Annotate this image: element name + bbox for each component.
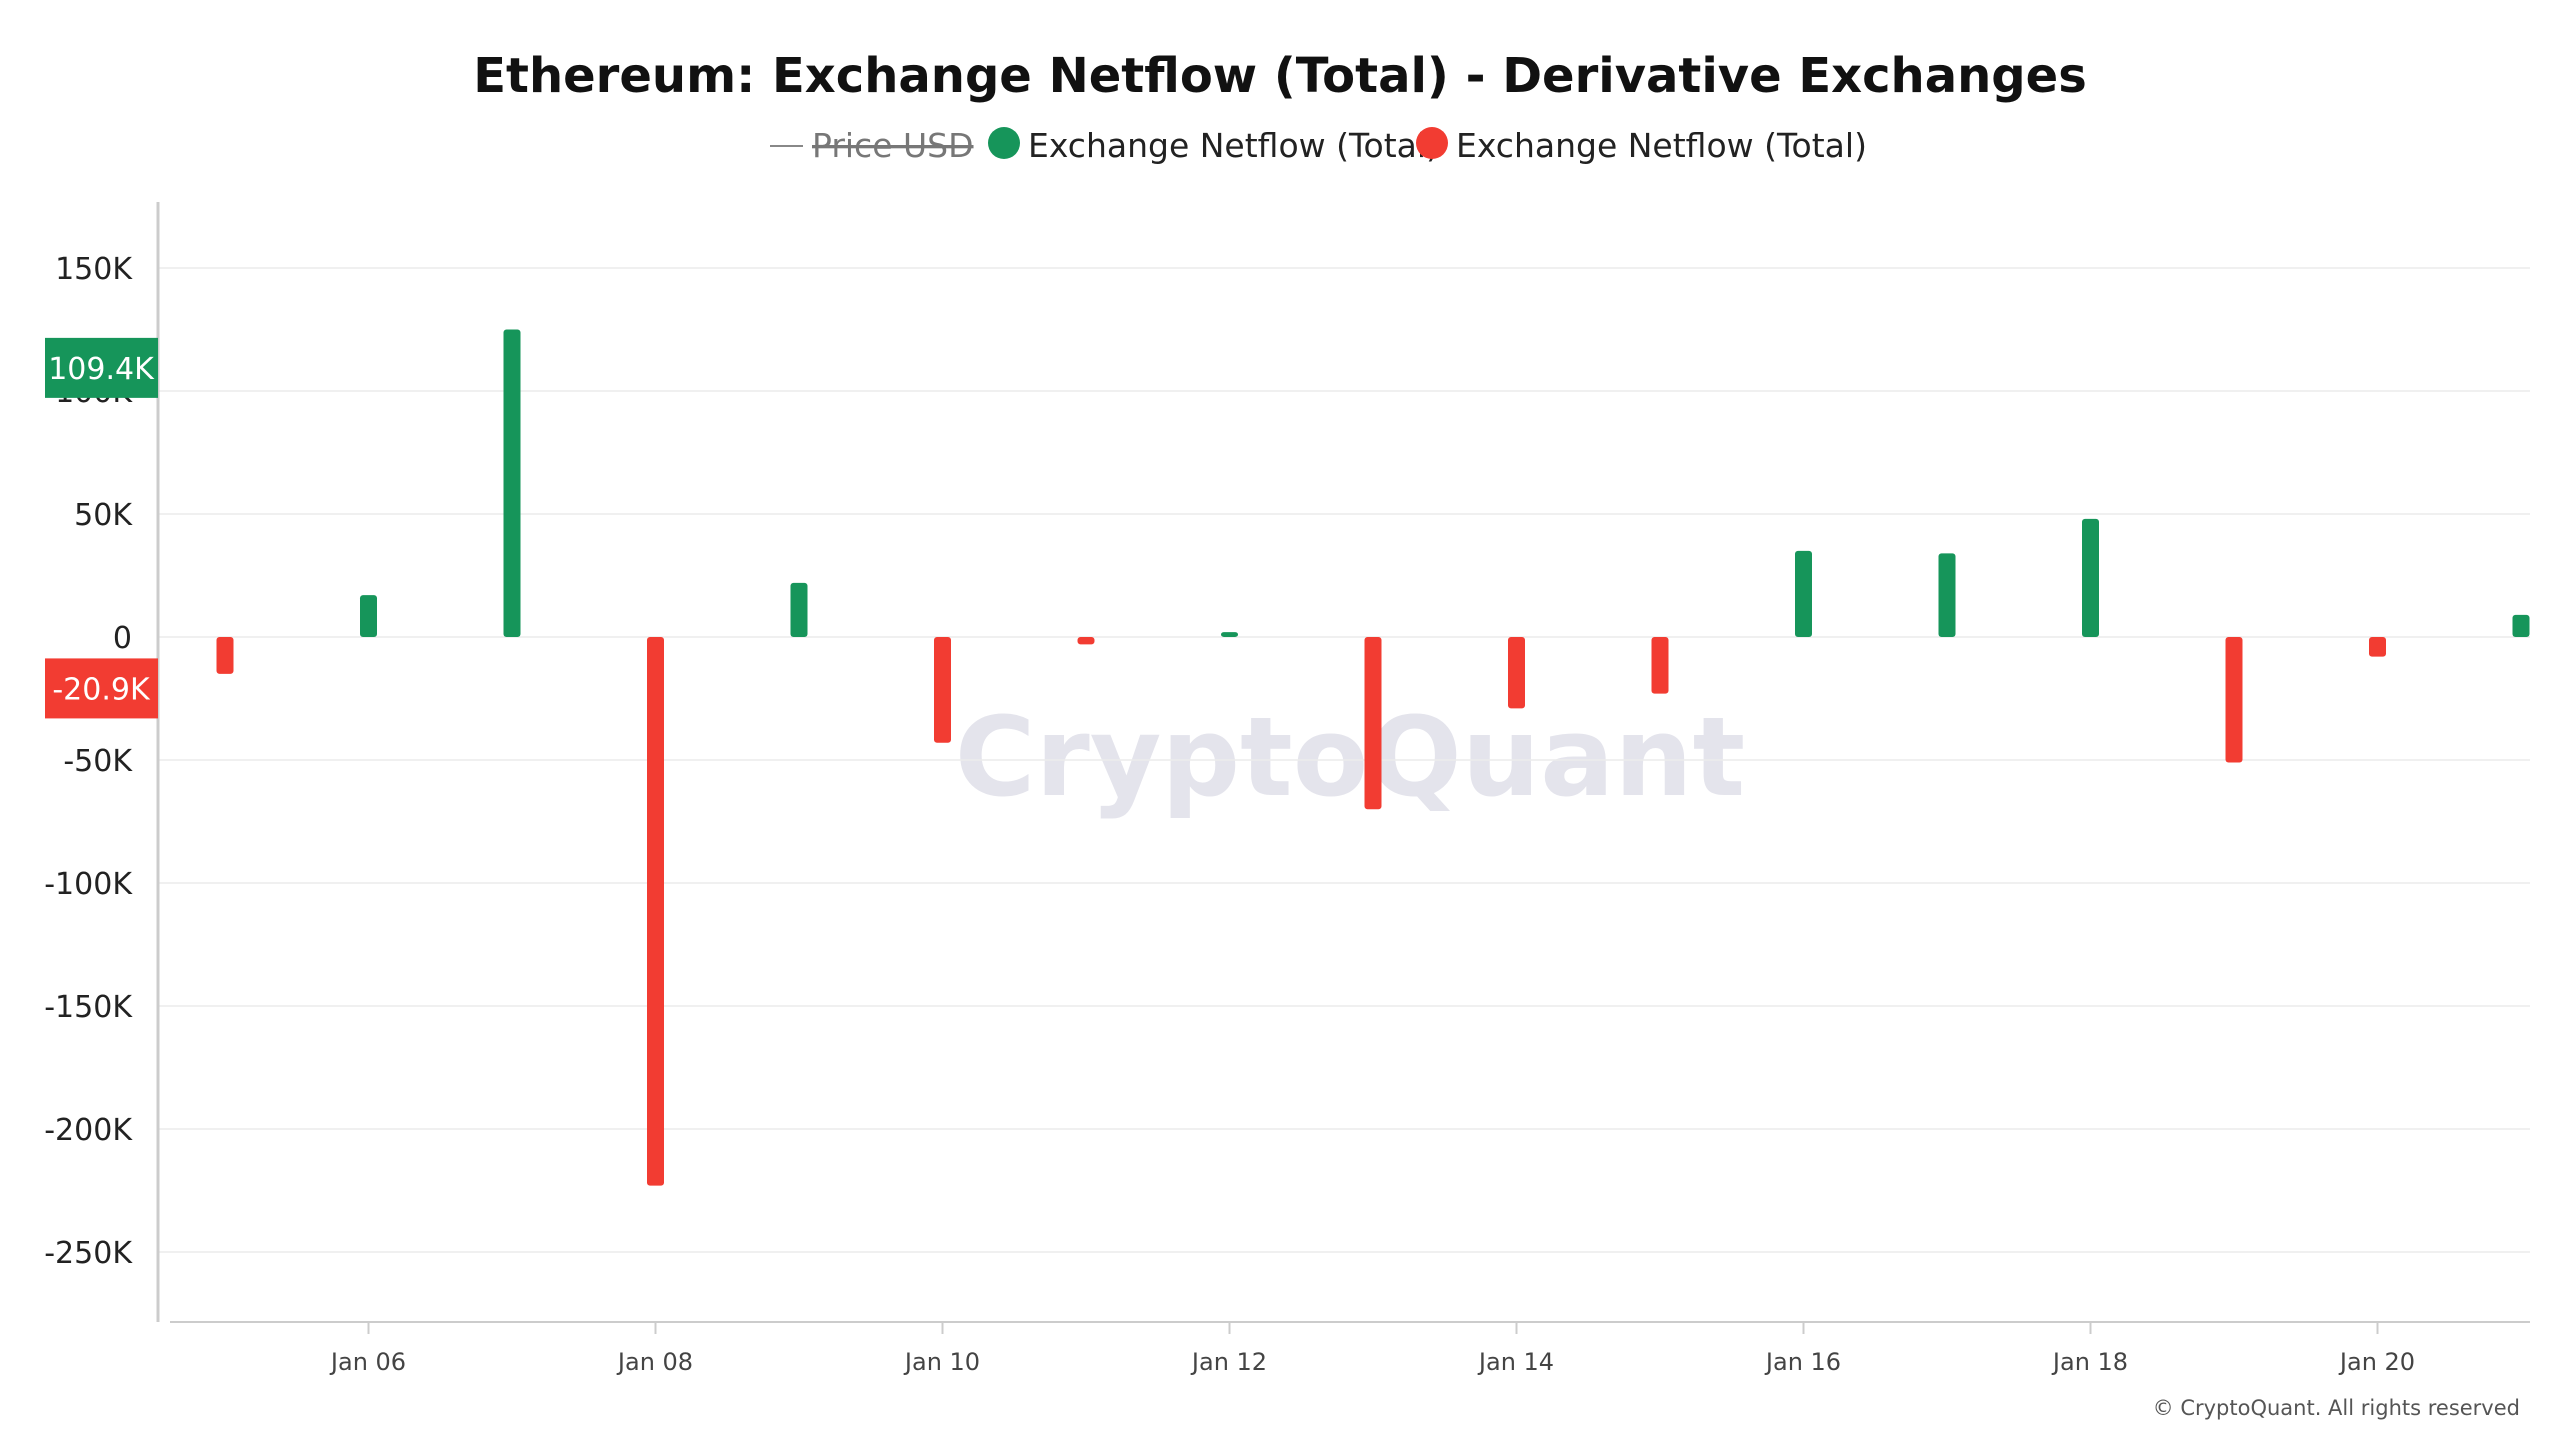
badge-label: 109.4K <box>48 352 155 387</box>
bar[interactable] <box>934 637 951 743</box>
bar[interactable] <box>2512 614 2530 637</box>
bar[interactable] <box>216 637 234 674</box>
legend-outflow-label[interactable]: Exchange Netflow (Total) <box>1456 126 1867 165</box>
bar[interactable] <box>2082 518 2099 637</box>
bars <box>216 329 2530 1186</box>
bar[interactable] <box>2369 637 2386 657</box>
bar[interactable] <box>2225 637 2243 763</box>
copyright-notice: © CryptoQuant. All rights reserved <box>2153 1396 2520 1420</box>
y-tick-label: -50K <box>63 744 133 779</box>
watermark: CryptoQuant <box>955 693 1746 821</box>
bar[interactable] <box>647 637 664 1186</box>
bar[interactable] <box>360 595 377 637</box>
y-tick-label: -250K <box>44 1236 133 1271</box>
grid-lines <box>158 267 2530 1253</box>
x-tick-label: Jan 14 <box>1477 1348 1554 1376</box>
chart-title: Ethereum: Exchange Netflow (Total) - Der… <box>473 48 2087 104</box>
current-value-badge: 109.4K <box>45 337 158 398</box>
bar[interactable] <box>1651 637 1669 694</box>
bar[interactable] <box>1221 632 1238 637</box>
current-value-markers: 109.4K -20.9K <box>45 337 158 719</box>
bar[interactable] <box>1795 550 1812 637</box>
bar[interactable] <box>1077 637 1095 645</box>
y-tick-label: -200K <box>44 1113 133 1148</box>
bar[interactable] <box>503 329 521 638</box>
x-tick-label: Jan 08 <box>616 1348 693 1376</box>
x-axis-ticks: Jan 06 Jan 08 Jan 10 Jan 12 Jan 14 Jan 16 Jan … <box>329 1322 2415 1376</box>
legend-outflow-dot[interactable] <box>1416 127 1448 159</box>
badge-label: -20.9K <box>52 672 151 707</box>
legend-inflow-label[interactable]: Exchange Netflow (Total) <box>1028 126 1439 165</box>
legend: Price USD Exchange Netflow (Total) Exchang… <box>770 126 1867 165</box>
y-tick-label: 150K <box>55 252 133 287</box>
x-tick-label: Jan 10 <box>903 1348 980 1376</box>
x-tick-label: Jan 12 <box>1190 1348 1267 1376</box>
y-tick-label: 0 <box>113 621 132 656</box>
bar[interactable] <box>790 582 808 637</box>
y-tick-label: -100K <box>44 867 133 902</box>
x-tick-label: Jan 18 <box>2051 1348 2128 1376</box>
y-axis-ticks: 150K100K50K0-50K-100K-150K-200K-250K <box>44 252 133 1271</box>
legend-inflow-dot[interactable] <box>988 127 1020 159</box>
badge-background <box>45 337 158 398</box>
y-tick-label: -150K <box>44 990 133 1025</box>
bar[interactable] <box>1938 553 1956 637</box>
bar[interactable] <box>1364 637 1382 810</box>
y-tick-label: 50K <box>74 498 133 533</box>
x-tick-label: Jan 20 <box>2338 1348 2415 1376</box>
x-tick-label: Jan 06 <box>329 1348 406 1376</box>
current-value-badge: -20.9K <box>45 658 158 719</box>
bar[interactable] <box>1508 637 1525 709</box>
badge-background <box>45 658 158 719</box>
x-tick-label: Jan 16 <box>1764 1348 1841 1376</box>
